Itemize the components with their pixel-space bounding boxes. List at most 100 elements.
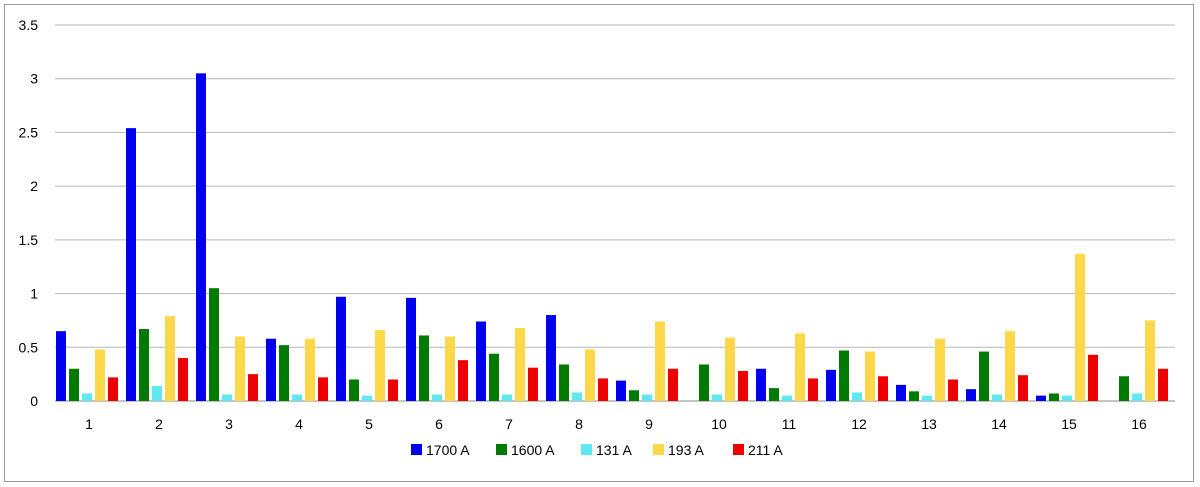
bar-1600-a-cat-2 [139, 329, 149, 401]
bar-193-a-cat-14 [1005, 331, 1015, 401]
bar-193-a-cat-7 [515, 327, 525, 401]
bar-211-a-cat-2 [178, 358, 188, 401]
y-tick-label: 3.5 [19, 17, 39, 33]
bar-193-a-cat-8 [585, 349, 595, 401]
bar-1600-a-cat-14 [979, 351, 989, 401]
bar-1600-a-cat-6 [419, 335, 429, 401]
bar-193-a-cat-3 [235, 336, 245, 401]
bar-1600-a-cat-10 [699, 364, 709, 401]
x-tick-label: 7 [505, 416, 513, 432]
bar-211-a-cat-15 [1088, 354, 1098, 401]
bar-131-a-cat-6 [432, 394, 442, 401]
y-tick-label: 2.5 [19, 124, 39, 140]
legend-swatch-193-a [653, 444, 664, 455]
bar-1700-a-cat-15 [1036, 395, 1046, 401]
bar-1600-a-cat-4 [279, 345, 289, 401]
x-tick-label: 15 [1061, 416, 1077, 432]
bar-1700-a-cat-2 [126, 128, 136, 402]
x-tick-label: 10 [711, 416, 727, 432]
bar-1600-a-cat-13 [909, 391, 919, 401]
bar-131-a-cat-8 [572, 392, 582, 401]
x-tick-label: 12 [851, 416, 867, 432]
legend-label-131-a: 131 A [596, 442, 632, 458]
bar-131-a-cat-1 [82, 393, 92, 401]
bar-1700-a-cat-11 [756, 368, 766, 401]
legend-swatch-1700-a [411, 444, 422, 455]
bar-193-a-cat-2 [165, 316, 175, 401]
y-tick-label: 3 [30, 71, 38, 87]
x-tick-label: 4 [295, 416, 303, 432]
bar-211-a-cat-11 [808, 378, 818, 401]
legend-label-211-a: 211 A [748, 442, 783, 458]
bar-1600-a-cat-11 [769, 388, 779, 401]
legend-label-1700-a: 1700 A [426, 442, 470, 458]
bar-131-a-cat-9 [642, 394, 652, 401]
x-tick-label: 11 [782, 416, 797, 432]
bar-211-a-cat-4 [318, 377, 328, 401]
bar-1600-a-cat-8 [559, 364, 569, 401]
x-tick-label: 5 [365, 416, 373, 432]
bar-211-a-cat-8 [598, 378, 608, 401]
legend-swatch-131-a [581, 444, 592, 455]
bar-193-a-cat-15 [1075, 253, 1085, 401]
bar-1700-a-cat-5 [336, 296, 346, 401]
bar-193-a-cat-6 [445, 336, 455, 401]
legend-label-1600-a: 1600 A [511, 442, 555, 458]
bar-1600-a-cat-5 [349, 379, 359, 401]
bar-193-a-cat-10 [725, 337, 735, 401]
bar-211-a-cat-10 [738, 370, 748, 401]
bar-211-a-cat-5 [388, 379, 398, 401]
legend-swatch-1600-a [496, 444, 507, 455]
bar-1700-a-cat-9 [616, 380, 626, 401]
bar-131-a-cat-4 [292, 394, 302, 401]
bar-131-a-cat-7 [502, 394, 512, 401]
x-tick-label: 2 [155, 416, 163, 432]
bar-211-a-cat-16 [1158, 368, 1168, 401]
bar-131-a-cat-3 [222, 394, 232, 401]
bar-1600-a-cat-7 [489, 353, 499, 401]
x-tick-label: 13 [921, 416, 937, 432]
bar-1700-a-cat-1 [56, 331, 66, 401]
bar-193-a-cat-9 [655, 321, 665, 401]
bar-1700-a-cat-13 [896, 384, 906, 401]
bar-193-a-cat-4 [305, 338, 315, 401]
bar-1700-a-cat-6 [406, 297, 416, 401]
x-tick-label: 14 [991, 416, 1007, 432]
bar-131-a-cat-15 [1062, 395, 1072, 401]
x-tick-label: 16 [1131, 416, 1147, 432]
bar-193-a-cat-1 [95, 349, 105, 401]
bar-193-a-cat-13 [935, 338, 945, 401]
bar-1600-a-cat-12 [839, 350, 849, 401]
bar-131-a-cat-16 [1132, 393, 1142, 401]
legend-swatch-211-a [733, 444, 744, 455]
bar-193-a-cat-16 [1145, 320, 1155, 401]
bar-211-a-cat-6 [458, 360, 468, 401]
y-tick-label: 2 [30, 178, 38, 194]
bar-1700-a-cat-14 [966, 389, 976, 401]
bar-1600-a-cat-16 [1119, 376, 1129, 401]
bar-211-a-cat-9 [668, 368, 678, 401]
bar-193-a-cat-12 [865, 351, 875, 401]
x-tick-label: 6 [435, 416, 443, 432]
bar-211-a-cat-3 [248, 374, 258, 401]
bar-1600-a-cat-15 [1049, 393, 1059, 401]
x-tick-label: 3 [225, 416, 233, 432]
bar-131-a-cat-5 [362, 395, 372, 401]
bar-1700-a-cat-4 [266, 338, 276, 401]
bar-193-a-cat-11 [795, 333, 805, 401]
bar-211-a-cat-1 [108, 377, 118, 401]
bar-131-a-cat-2 [152, 385, 162, 401]
bar-131-a-cat-12 [852, 392, 862, 401]
bar-211-a-cat-12 [878, 376, 888, 401]
bar-1600-a-cat-3 [209, 288, 219, 401]
bar-1700-a-cat-8 [546, 315, 556, 401]
legend-label-193-a: 193 A [668, 442, 704, 458]
y-tick-label: 0.5 [19, 339, 39, 355]
bar-1700-a-cat-7 [476, 321, 486, 401]
bar-1700-a-cat-3 [196, 73, 206, 401]
bar-131-a-cat-10 [712, 394, 722, 401]
x-tick-label: 1 [85, 416, 93, 432]
bar-1600-a-cat-1 [69, 368, 79, 401]
bar-211-a-cat-7 [528, 367, 538, 401]
